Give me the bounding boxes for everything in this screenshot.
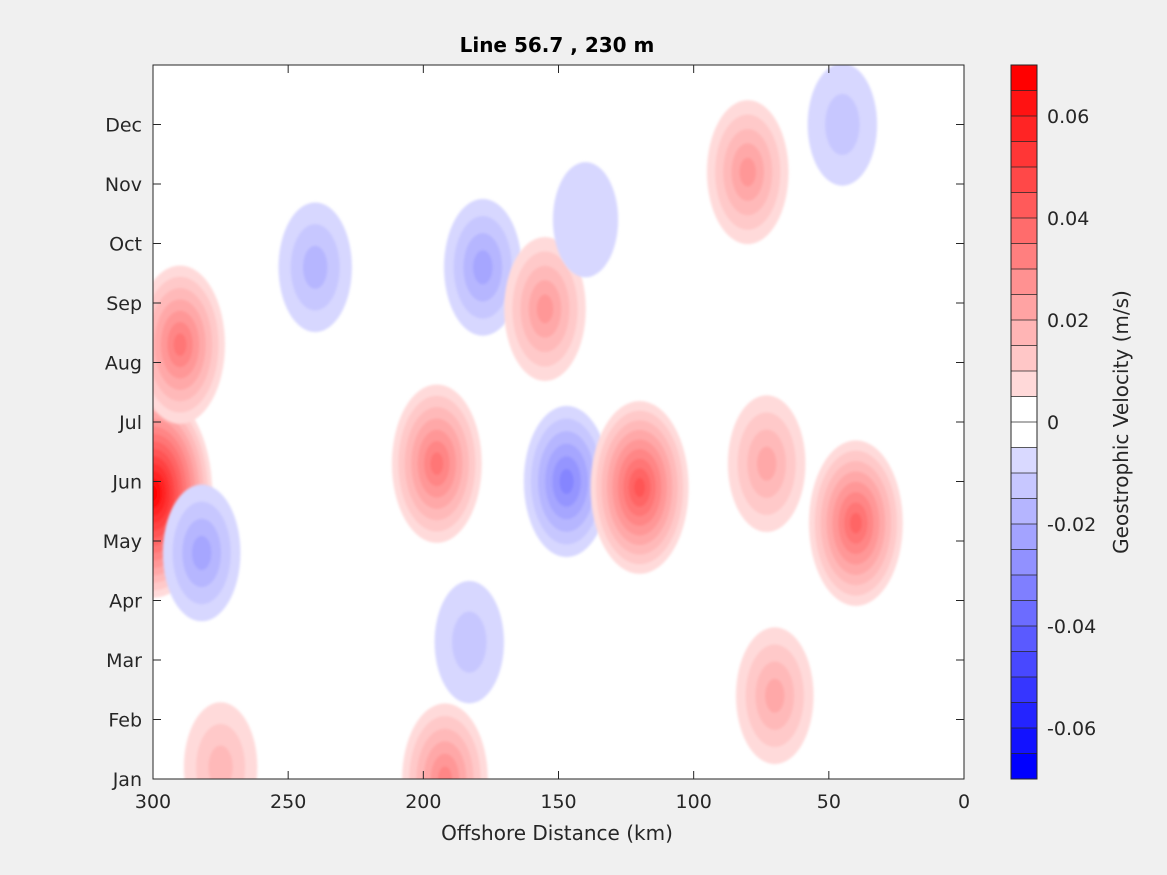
contour-level [153,485,158,501]
y-tick-label: Jun [111,472,142,494]
contour-level [559,468,574,495]
contour-level [634,477,645,498]
contour-level [191,535,212,571]
contour-level [437,766,453,779]
contour-level [153,478,162,509]
y-tick-label: Sep [106,293,142,315]
contour-feature [727,395,806,533]
contour-feature [808,440,903,606]
y-tick-label: May [103,531,142,553]
colorbar-bin [1011,294,1037,321]
contour-feature [706,100,789,245]
contour-feature [434,580,504,704]
colorbar-bin [1011,626,1037,652]
colorbar-bin [1011,524,1037,550]
x-tick-label: 250 [270,791,306,813]
y-tick-label: Feb [108,710,142,732]
contour-layer [153,65,903,779]
colorbar-bin [1011,549,1037,576]
y-tick-label: Oct [109,234,142,256]
colorbar-tick-label: 0.06 [1047,106,1089,128]
colorbar-tick-label: 0.02 [1047,310,1089,332]
colorbar-bin [1011,167,1037,193]
contour-level [765,678,785,713]
contour-level [173,333,187,356]
colorbar-bin [1011,345,1037,372]
colorbar-bin [1011,320,1037,346]
contour-feature [504,236,586,381]
colorbar-bin [1011,396,1037,423]
colorbar-bin [1011,677,1037,703]
y-tick-label: Nov [105,174,142,196]
contour-level [739,157,756,187]
y-tick-label: Jan [112,769,142,791]
colorbar-bin [1011,116,1037,142]
x-tick-label: 300 [135,791,171,813]
colorbar-bin [1011,65,1037,91]
contour-feature [590,401,689,574]
colorbar-tick-label: -0.02 [1047,514,1096,536]
colorbar: 0.06 0.04 0.02 0 -0.02 -0.04 -0.06 [1010,64,1096,780]
colorbar-tick-label: -0.04 [1047,616,1096,638]
contour-level [430,452,444,475]
x-axis-label: Offshore Distance (km) [441,821,673,845]
contour-level [756,446,777,481]
contour-feature [153,265,225,424]
y-tick-label: Apr [109,591,142,613]
contour-level [552,162,619,278]
contour-level [825,93,860,156]
colorbar-frame [1010,64,1038,780]
colorbar-bin [1011,218,1037,244]
y-tick-label: Mar [106,650,142,672]
colorbar-bin [1011,728,1037,754]
colorbar-bin [1011,575,1037,601]
x-tick-label: 200 [405,791,441,813]
contour-feature [402,703,488,779]
y-tick-label: Dec [105,115,142,137]
colorbar-bin [1011,269,1037,295]
contour-feature [391,384,482,543]
contour-level [208,745,233,779]
contour-feature [278,202,352,333]
colorbar-bin [1011,473,1037,499]
contour-feature [183,702,258,779]
y-tick-label: Jul [118,412,142,434]
colorbar-bin [1011,141,1037,168]
x-tick-label: 150 [540,791,576,813]
contour-feature [162,484,241,622]
colorbar-tick-label: -0.06 [1047,718,1096,740]
colorbar-bin [1011,651,1037,678]
colorbar-bin [1011,498,1037,525]
contour-feature [444,198,522,336]
contour-feature [552,162,619,278]
colorbar-bin [1011,702,1037,729]
colorbar-bin [1011,243,1037,270]
x-axis: 300 250 200 150 100 50 0 [135,65,970,813]
x-tick-label: 50 [817,791,841,813]
colorbar-bin [1011,90,1037,117]
y-axis: Jan Feb Mar Apr May Jun Jul Aug Sep Oct Nov Dec [103,115,964,791]
colorbar-bin [1011,192,1037,219]
colorbar-tick-label: 0 [1047,412,1059,434]
contour-feature [807,65,878,186]
colorbar-bin [1011,371,1037,397]
x-tick-label: 100 [676,791,712,813]
colorbar-tick-label: 0.04 [1047,208,1089,230]
contour-feature [523,405,610,558]
colorbar-bin [1011,753,1037,780]
chart-title: Line 56.7 , 230 m [460,33,655,57]
contour-level [849,512,862,534]
contour-level [451,611,487,673]
colorbar-bin [1011,447,1037,474]
colorbar-bin [1011,600,1037,627]
colorbar-label: Geostrophic Velocity (m/s) [1109,290,1133,554]
contour-level [473,250,493,285]
contour-level [536,294,554,324]
x-tick-label: 0 [958,791,970,813]
contour-feature [735,627,814,765]
contour-level [303,245,328,289]
y-tick-label: Aug [105,353,142,375]
colorbar-bin [1011,422,1037,448]
